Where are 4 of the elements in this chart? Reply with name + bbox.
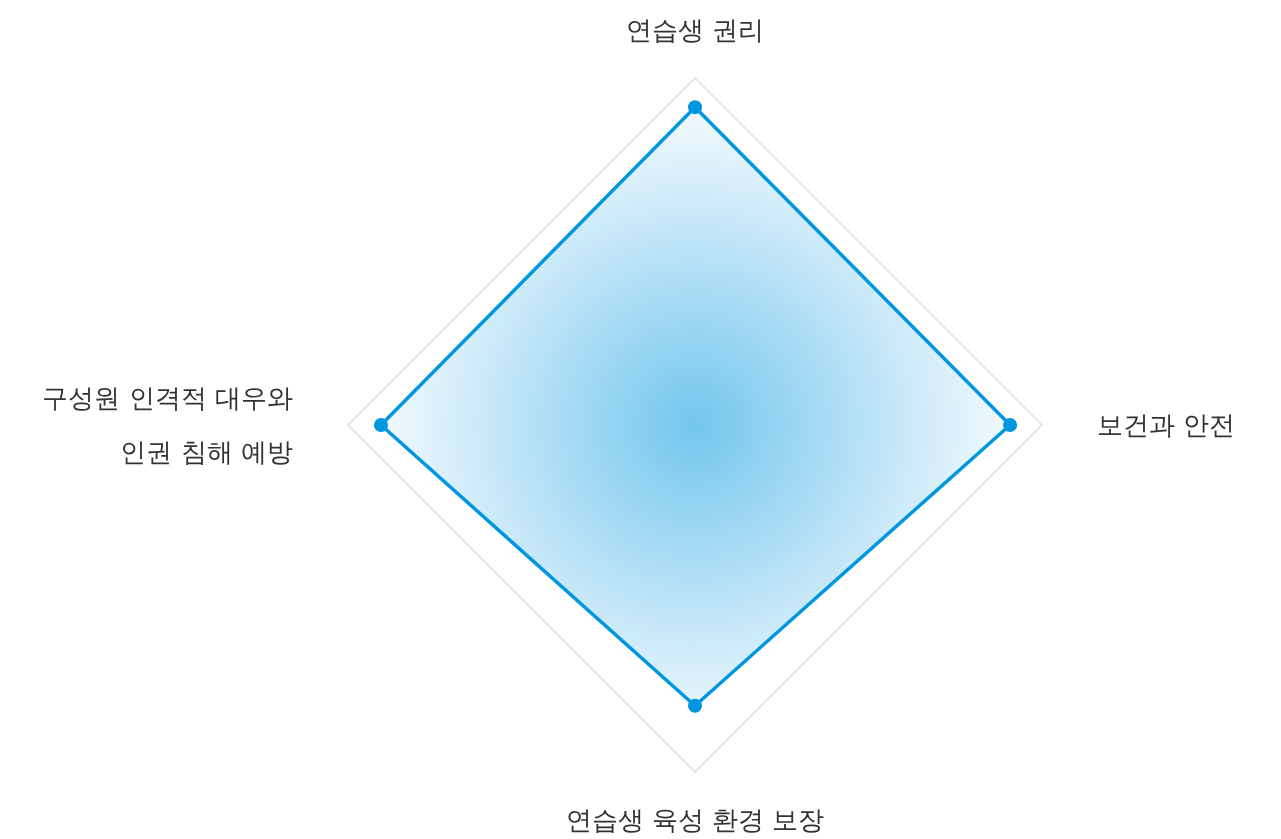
spoke-label: 연습생 육성 환경 보장 <box>565 805 825 835</box>
spoke-label: 보건과 안전 <box>1097 410 1236 440</box>
spoke-label: 구성원 인격적 대우와 인권 침해 예방 <box>42 383 293 467</box>
spoke-label: 연습생 권리 <box>625 15 765 45</box>
